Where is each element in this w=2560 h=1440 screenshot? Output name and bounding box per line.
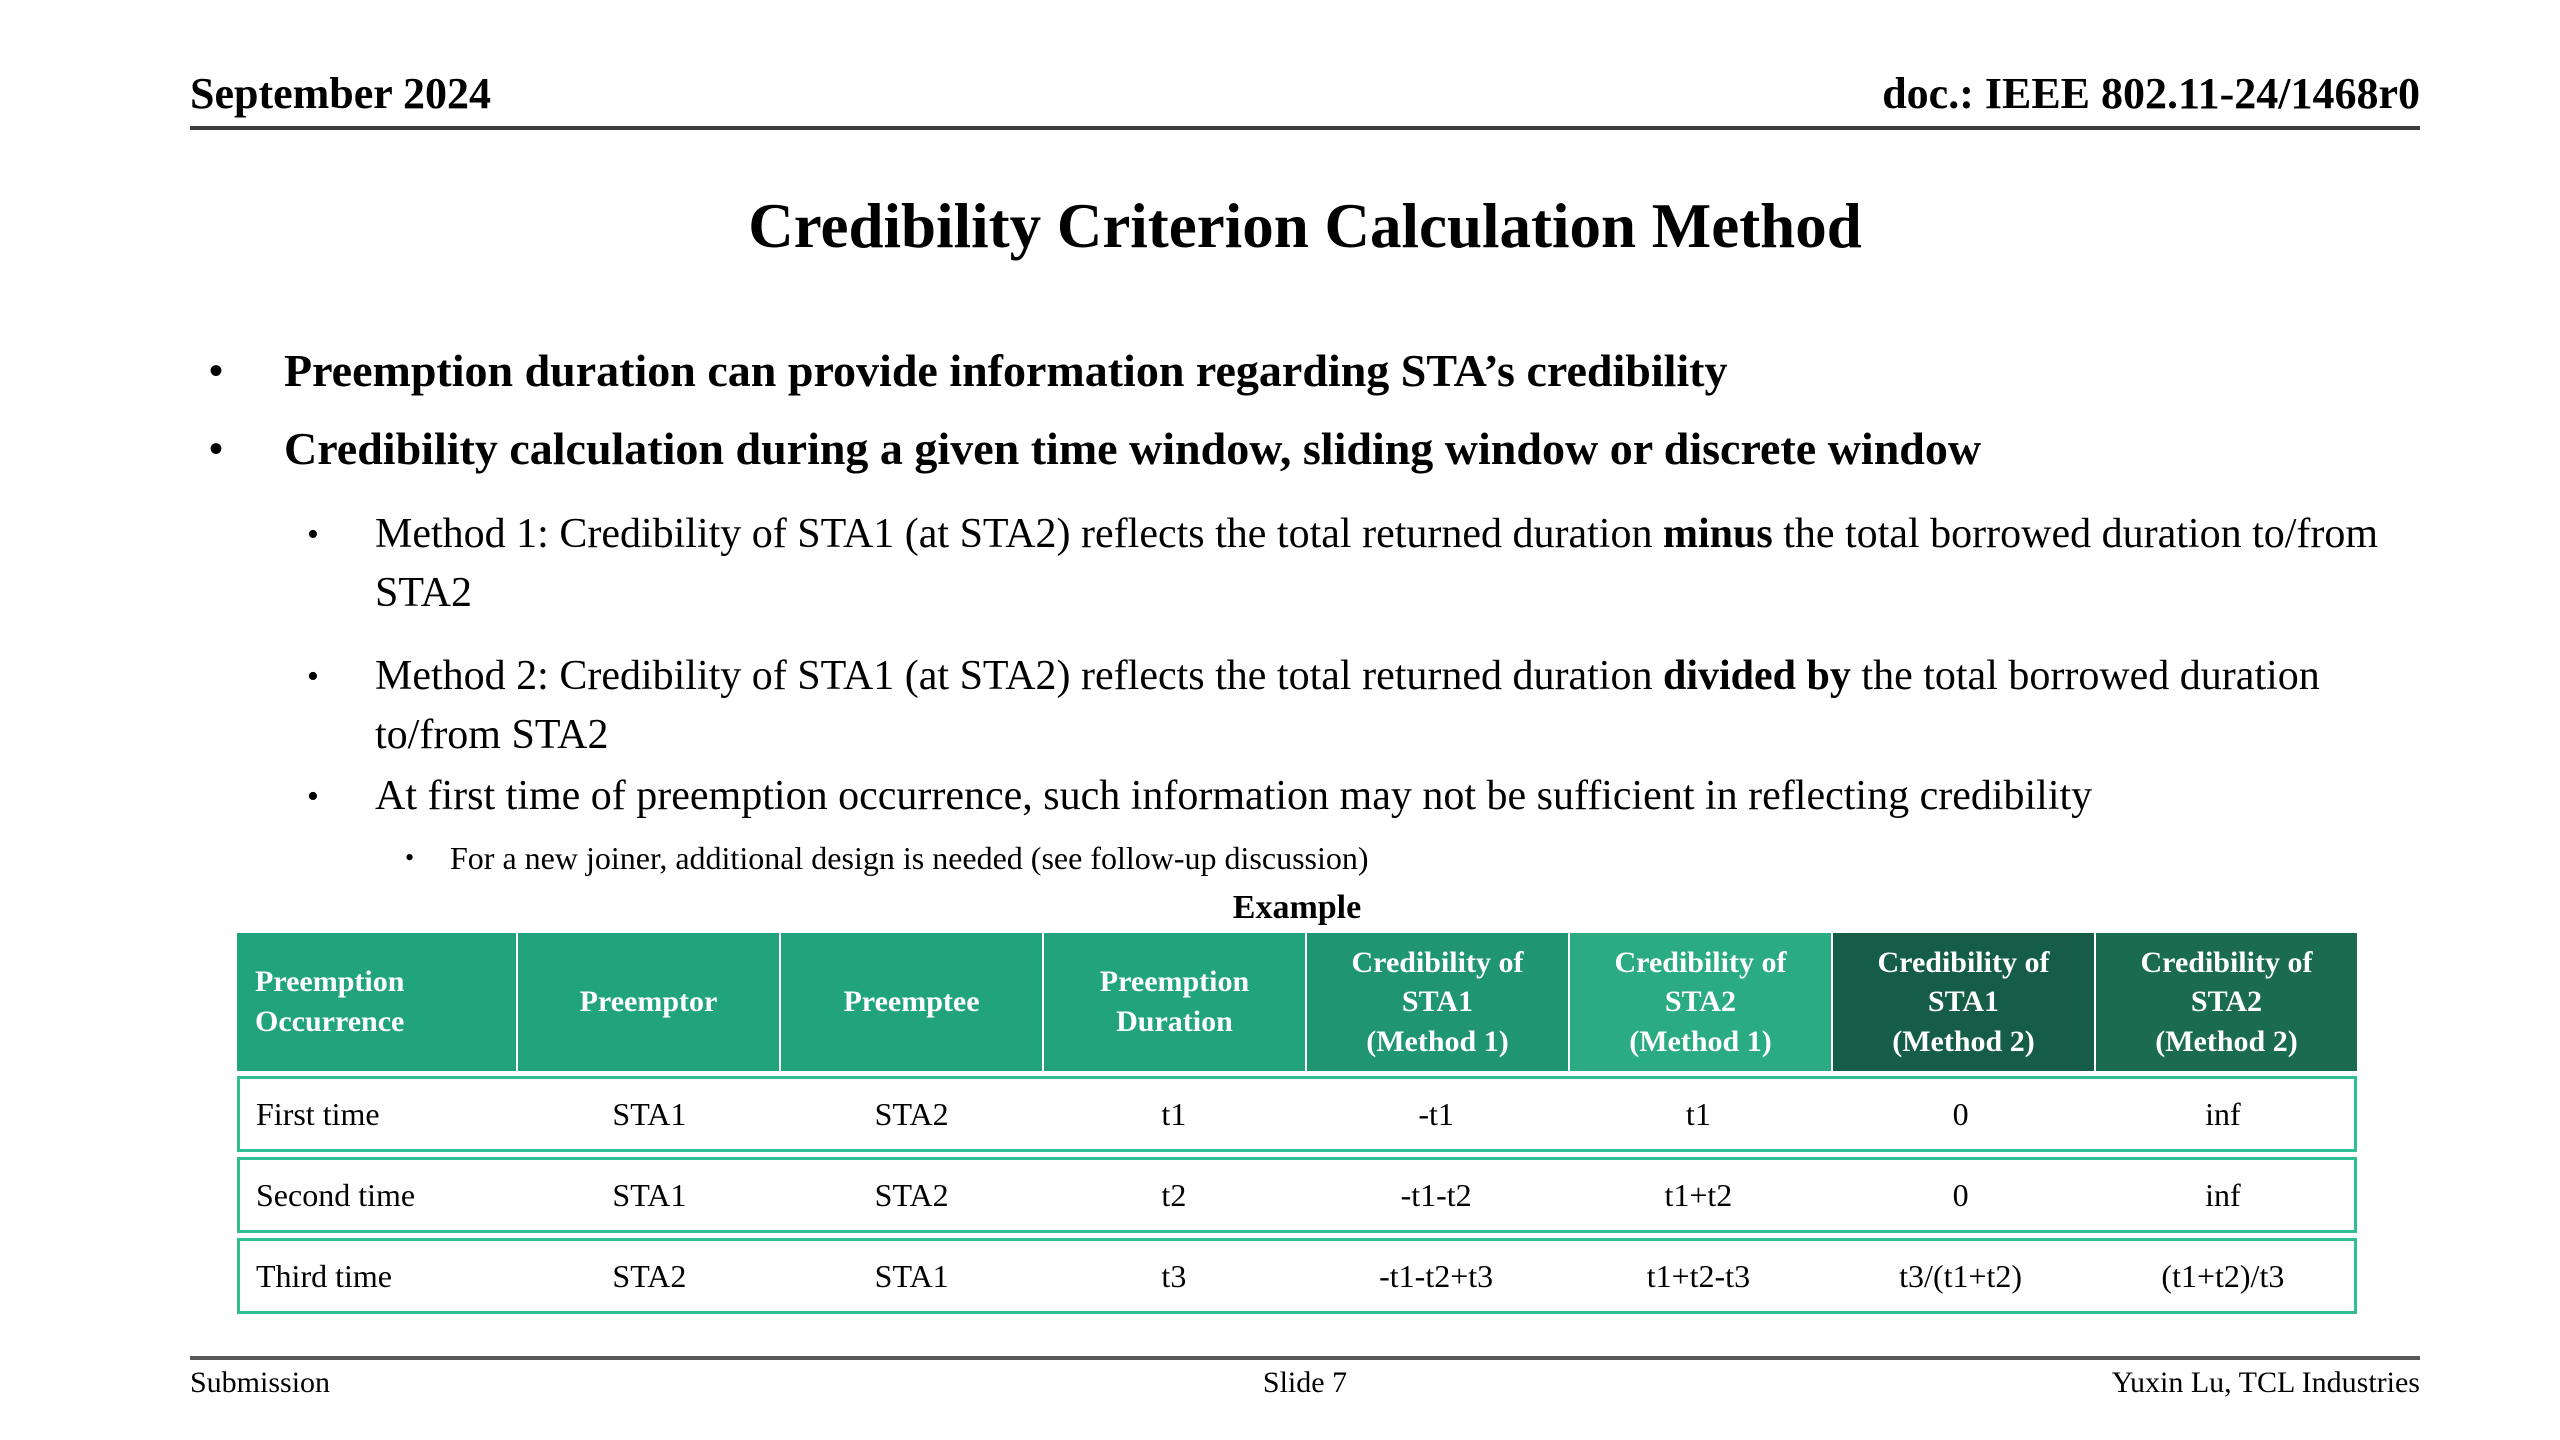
table-cell: t1+t2 [1664, 1176, 1733, 1213]
table-cell: Second time [256, 1176, 416, 1213]
bullet-text: Method 2: Credibility of STA1 (at STA2) … [375, 647, 2435, 765]
footer-slide-number: Slide 7 [1262, 1366, 1348, 1399]
bullet-preemption-duration: • Preemption duration can provide inform… [209, 343, 2430, 399]
table-cell: First time [256, 1095, 380, 1132]
column-header-preemption-occurrence: Preemption Occurrence [237, 933, 516, 1071]
table-cell: Third time [256, 1257, 392, 1294]
table-cell: STA2 [612, 1257, 687, 1294]
bullet-new-joiner: • For a new joiner, additional design is… [405, 838, 2435, 878]
table-cell: 0 [1952, 1176, 1969, 1213]
page-footer: Submission Slide 7 Yuxin Lu, TCL Industr… [190, 1366, 2420, 1400]
table-row-second-time: Second time STA1 STA2 t2 -t1-t2 t1+t2 0 … [237, 1157, 2357, 1233]
table-cell: STA1 [612, 1176, 687, 1213]
table-cell: STA2 [874, 1176, 949, 1213]
method1-pre: Method 1: Credibility of STA1 (at STA2) … [375, 511, 1663, 557]
table-cell: (t1+t2)/t3 [2161, 1257, 2285, 1294]
table-cell: t2 [1161, 1176, 1187, 1213]
bullet-text: Preemption duration can provide informat… [284, 345, 1728, 396]
header-doc-number: doc.: IEEE 802.11-24/1468r0 [1882, 69, 2420, 118]
column-header-preemptor: Preemptor [518, 933, 779, 1071]
bullet-method-2: • Method 2: Credibility of STA1 (at STA2… [307, 647, 2435, 765]
slide-title: Credibility Criterion Calculation Method [748, 191, 1862, 261]
column-header-preemption-duration: Preemption Duration [1044, 933, 1305, 1071]
method2-bold: divided by [1662, 653, 1851, 699]
bullet-marker: • [209, 426, 224, 471]
bullet-marker: • [307, 778, 319, 815]
bullet-first-time-occurrence: • At first time of preemption occurrence… [307, 767, 2435, 826]
method2-pre: Method 2: Credibility of STA1 (at STA2) … [375, 653, 1663, 699]
method2-post: the total borrowed duration to/from STA2 [375, 653, 2320, 758]
table-cell: inf [2205, 1095, 2241, 1132]
method1-post: the total borrowed duration to/from STA2 [375, 511, 2379, 616]
table-cell: t1+t2-t3 [1646, 1257, 1751, 1294]
column-header-credibility-sta1-method1: Credibility of STA1 (Method 1) [1307, 933, 1568, 1071]
bullet-text: For a new joiner, additional design is n… [450, 840, 1369, 876]
table-cell: 0 [1952, 1095, 1969, 1132]
table-row-third-time: Third time STA2 STA1 t3 -t1-t2+t3 t1+t2-… [237, 1238, 2357, 1314]
header-date: September 2024 [190, 69, 492, 118]
footer-author: Yuxin Lu, TCL Industries [2111, 1366, 2420, 1399]
table-cell: t3/(t1+t2) [1899, 1257, 2023, 1294]
bullet-text: At first time of preemption occurrence, … [375, 773, 2093, 819]
table-header-row: Preemption Occurrence Preemptor Preempte… [237, 933, 2357, 1071]
method1-bold: minus [1662, 511, 1773, 557]
table-cell: -t1-t2 [1400, 1176, 1472, 1213]
table-cell: STA1 [612, 1095, 687, 1132]
column-header-credibility-sta2-method1: Credibility of STA2 (Method 1) [1570, 933, 1831, 1071]
page-header: September 2024 doc.: IEEE 802.11-24/1468… [190, 68, 2420, 119]
bullet-method-1: • Method 1: Credibility of STA1 (at STA2… [307, 505, 2435, 623]
bullet-marker: • [307, 658, 319, 695]
bullet-text: Method 1: Credibility of STA1 (at STA2) … [375, 505, 2435, 623]
bullet-text: Credibility calculation during a given t… [284, 423, 1982, 474]
bullet-marker: • [209, 348, 224, 393]
header-rule [190, 126, 2420, 130]
credibility-example-table: Preemption Occurrence Preemptor Preempte… [237, 933, 2357, 1314]
table-cell: t3 [1161, 1257, 1187, 1294]
footer-rule [190, 1356, 2420, 1360]
table-cell: -t1 [1418, 1095, 1454, 1132]
column-header-credibility-sta1-method2: Credibility of STA1 (Method 2) [1833, 933, 2094, 1071]
table-cell: inf [2205, 1176, 2241, 1213]
table-cell: -t1-t2+t3 [1379, 1257, 1494, 1294]
table-row-first-time: First time STA1 STA2 t1 -t1 t1 0 inf [237, 1076, 2357, 1152]
bullet-marker: • [405, 843, 415, 872]
table-cell: t1 [1685, 1095, 1711, 1132]
table-cell: STA2 [874, 1095, 949, 1132]
example-label: Example [1232, 889, 1362, 926]
bullet-credibility-calculation: • Credibility calculation during a given… [209, 421, 2430, 477]
column-header-credibility-sta2-method2: Credibility of STA2 (Method 2) [2096, 933, 2357, 1071]
footer-submission: Submission [190, 1366, 331, 1399]
table-cell: t1 [1161, 1095, 1187, 1132]
table-cell: STA1 [874, 1257, 949, 1294]
column-header-preemptee: Preemptee [781, 933, 1042, 1071]
bullet-marker: • [307, 516, 319, 553]
